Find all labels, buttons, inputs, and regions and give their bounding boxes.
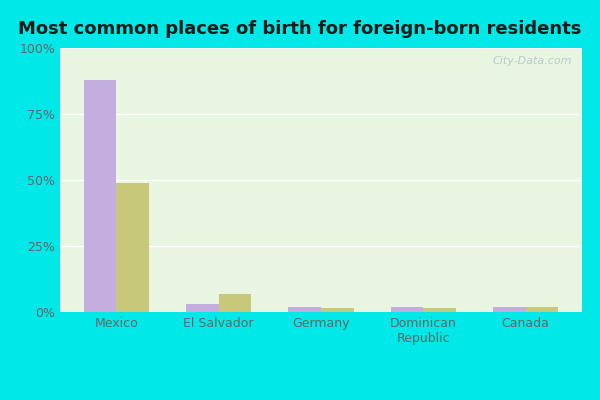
Bar (116, 183, 149, 312)
Bar (321, 308, 354, 312)
Bar (84, 80, 116, 312)
Text: City-Data.com: City-Data.com (492, 56, 572, 66)
Bar (493, 307, 526, 312)
Bar (288, 307, 321, 312)
Text: Most common places of birth for foreign-born residents: Most common places of birth for foreign-… (19, 20, 581, 38)
Bar (186, 304, 219, 312)
Bar (391, 307, 423, 312)
Bar (423, 308, 456, 312)
Bar (219, 294, 251, 312)
Bar (526, 307, 558, 312)
